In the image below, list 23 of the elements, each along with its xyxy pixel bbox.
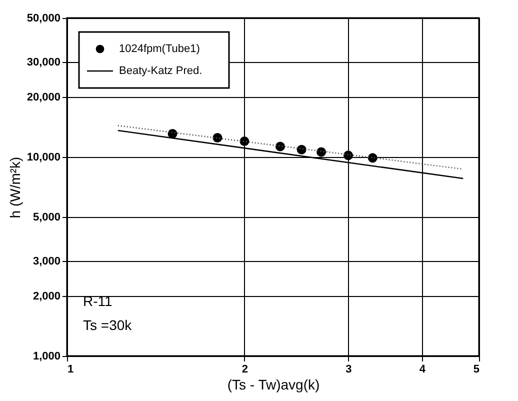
y-tick-label: 50,000 bbox=[26, 12, 60, 24]
y-tick-label: 5,000 bbox=[32, 211, 60, 224]
y-tick-label: 20,000 bbox=[26, 92, 60, 104]
y-tick-label: 3,000 bbox=[32, 256, 60, 268]
y-tick-label: 10,000 bbox=[26, 152, 60, 164]
x-tick-label: 5 bbox=[473, 364, 480, 376]
x-tick-label: 4 bbox=[419, 364, 426, 376]
point bbox=[240, 136, 250, 146]
y-tick-label: 1,000 bbox=[32, 350, 60, 362]
legend-label: 1024fpm(Tube1) bbox=[119, 43, 200, 55]
x-tick-label: 3 bbox=[346, 364, 352, 376]
point bbox=[316, 147, 326, 157]
y-tick-label: 2,000 bbox=[32, 290, 60, 303]
y-axis-title: h (W/m²k) bbox=[6, 156, 23, 218]
annotation: Ts =30k bbox=[83, 317, 133, 333]
point bbox=[343, 150, 353, 160]
x-tick-label: 2 bbox=[242, 364, 248, 376]
x-tick-label: 1 bbox=[68, 364, 74, 376]
point bbox=[368, 153, 378, 163]
point bbox=[212, 133, 222, 143]
legend-label: Beaty-Katz Pred. bbox=[119, 65, 202, 77]
x-axis-title: (Ts - Tw)avg(k) bbox=[227, 376, 320, 392]
y-tick-label: 30,000 bbox=[26, 56, 60, 69]
